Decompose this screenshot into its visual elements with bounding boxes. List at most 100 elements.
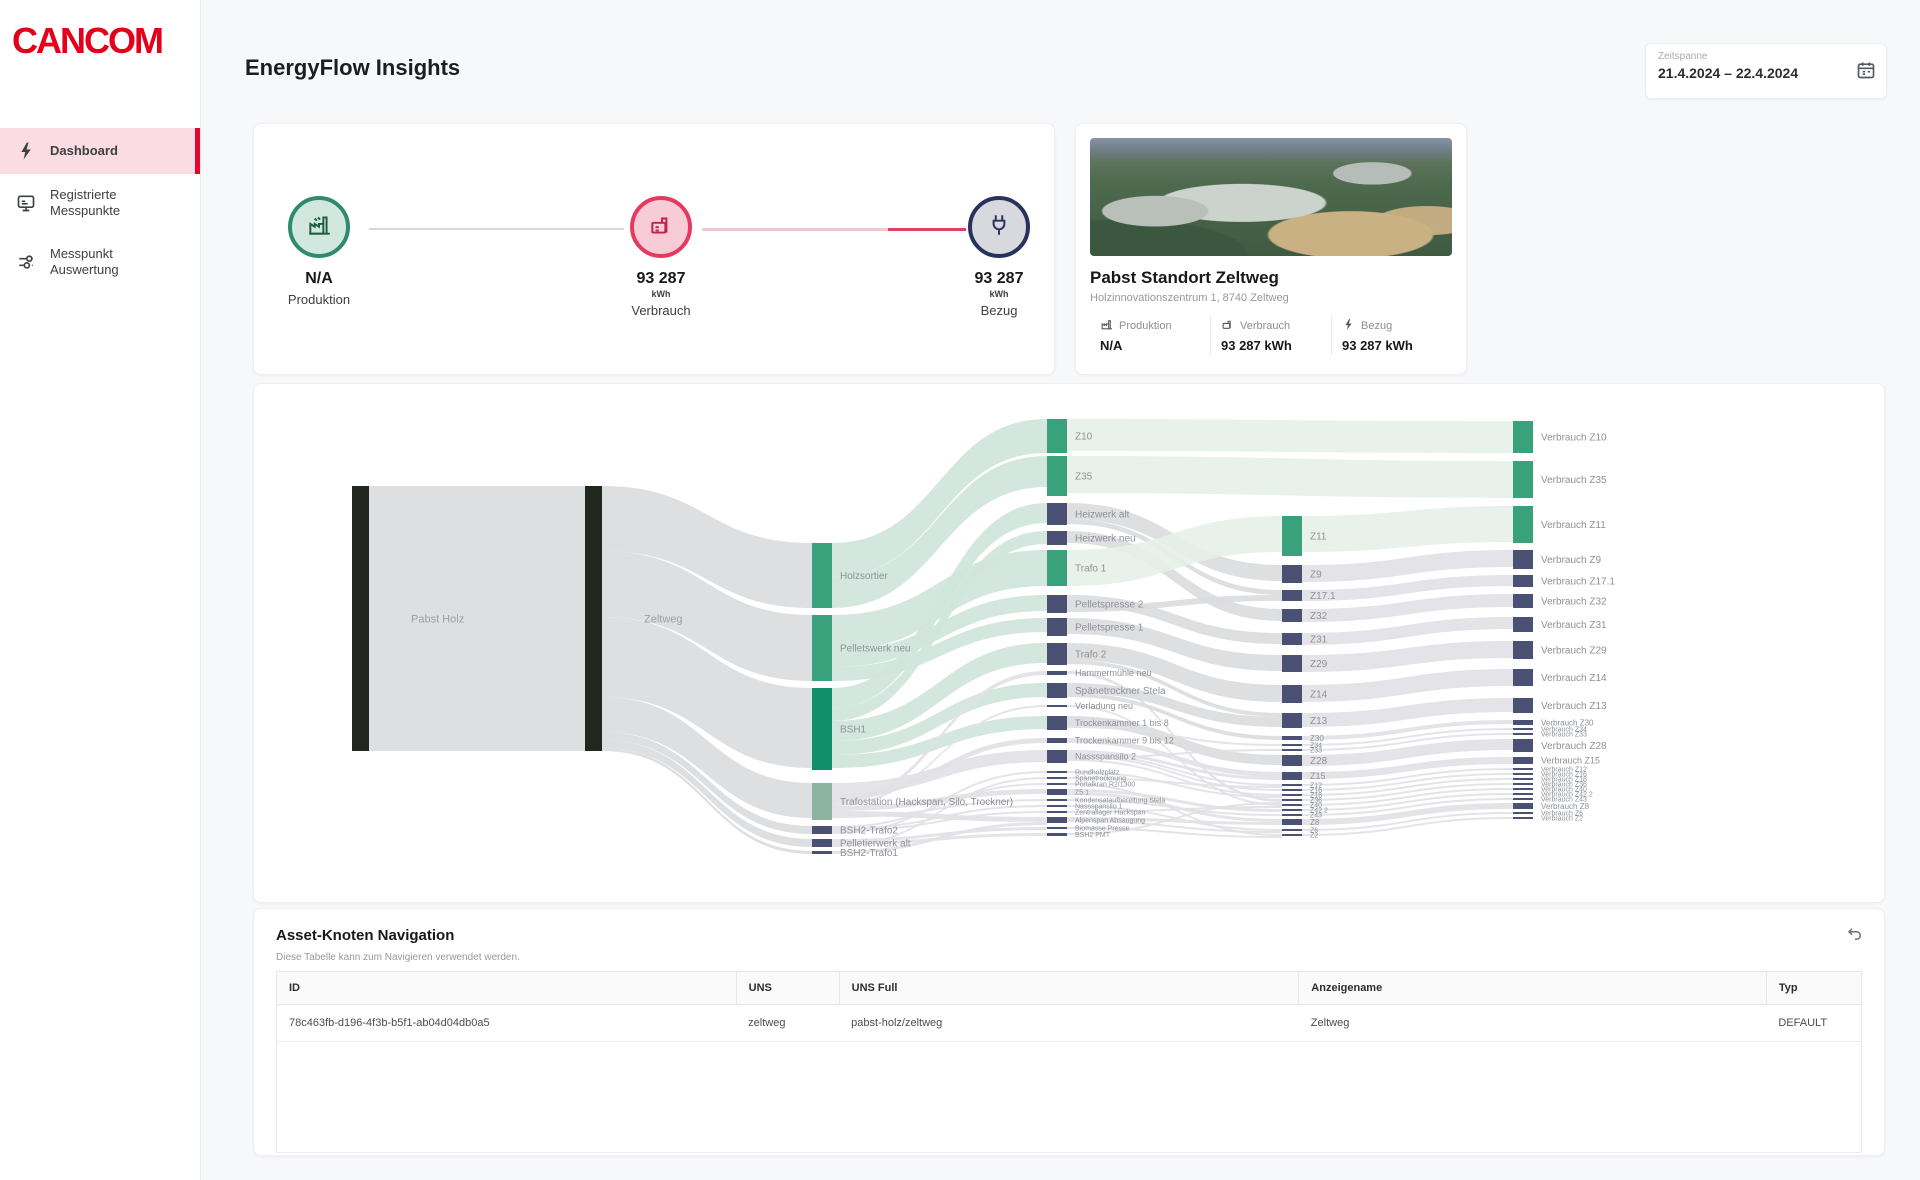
sankey-link-NSS2-z15[interactable] <box>1067 750 1282 780</box>
sankey-node-PH[interactable] <box>352 486 369 751</box>
sankey-link-T2-z14[interactable] <box>1067 643 1282 702</box>
sankey-node-PP1[interactable] <box>1047 618 1067 636</box>
sankey-link-BT2-RHP[interactable] <box>832 771 1047 834</box>
sankey-link-z18-v18[interactable] <box>1302 778 1513 796</box>
sankey-link-Z51-z422[interactable] <box>1067 789 1282 812</box>
sankey-link-BSH1-T2[interactable] <box>832 643 1047 741</box>
sankey-node-v8[interactable] <box>1513 803 1533 809</box>
sankey-node-v12[interactable] <box>1513 768 1533 770</box>
sankey-link-z36-v36[interactable] <box>1302 783 1513 801</box>
sankey-node-KAS[interactable] <box>1047 799 1067 801</box>
sankey-link-SPS-z13[interactable] <box>1067 683 1282 727</box>
sankey-node-PWA[interactable] <box>812 839 832 847</box>
sankey-link-z40-v40[interactable] <box>1302 788 1513 806</box>
sankey-link-RHP-z18[interactable] <box>1067 771 1282 798</box>
sankey-link-PWN-PP1[interactable] <box>832 618 1047 681</box>
sankey-node-BT1[interactable] <box>812 851 832 854</box>
sankey-node-z29[interactable] <box>1282 655 1302 672</box>
sankey-node-SPT[interactable] <box>1047 777 1067 779</box>
sankey-link-ZW-PWN[interactable] <box>602 551 812 681</box>
sankey-link-BSH1-SPS[interactable] <box>832 683 1047 755</box>
col-typ[interactable]: Typ <box>1765 971 1862 1005</box>
site-card[interactable]: Pabst Standort Zeltweg Holzinnovationsze… <box>1075 123 1467 375</box>
sankey-link-BPMT-z36[interactable] <box>1067 802 1282 835</box>
sankey-link-TK912-z15[interactable] <box>1067 738 1282 777</box>
sankey-link-SPT-z12[interactable] <box>1067 777 1282 788</box>
sankey-node-v422[interactable] <box>1513 793 1533 795</box>
sankey-node-TK912[interactable] <box>1047 738 1067 743</box>
sankey-node-z18[interactable] <box>1282 794 1302 796</box>
sankey-node-NSS2[interactable] <box>1047 750 1067 763</box>
sankey-link-z32-v32[interactable] <box>1302 594 1513 622</box>
undo-icon[interactable] <box>1846 925 1864 943</box>
sankey-link-Z35-v35[interactable] <box>1067 456 1513 498</box>
sankey-node-v43[interactable] <box>1513 798 1533 800</box>
sankey-node-z36[interactable] <box>1282 799 1302 801</box>
sankey-node-PP2[interactable] <box>1047 595 1067 613</box>
sankey-link-ZW-PWA[interactable] <box>602 740 812 847</box>
kpi-produktion-circle[interactable] <box>288 196 350 258</box>
sankey-node-ZLH[interactable] <box>1047 811 1067 813</box>
col-uns[interactable]: UNS <box>735 971 840 1005</box>
sankey-link-NSS2-z33[interactable] <box>1067 749 1282 759</box>
sankey-link-BSH1-TK18[interactable] <box>832 716 1047 768</box>
sankey-node-v32[interactable] <box>1513 594 1533 608</box>
sankey-node-z8[interactable] <box>1282 819 1302 825</box>
sankey-link-T1-z11[interactable] <box>1067 516 1282 586</box>
sankey-link-HS-Z10[interactable] <box>832 419 1047 577</box>
sankey-link-z13-v13[interactable] <box>1302 698 1513 727</box>
col-uns-full[interactable]: UNS Full <box>838 971 1299 1005</box>
sankey-node-RHP[interactable] <box>1047 771 1067 773</box>
sankey-link-z16-v16[interactable] <box>1302 773 1513 791</box>
sankey-link-z9-v9[interactable] <box>1302 550 1513 582</box>
sankey-node-v18[interactable] <box>1513 778 1533 780</box>
sankey-link-z12-v12[interactable] <box>1302 768 1513 786</box>
sankey-node-z2[interactable] <box>1282 834 1302 836</box>
sankey-link-z14-v14[interactable] <box>1302 669 1513 702</box>
sankey-node-VLN[interactable] <box>1047 705 1067 707</box>
cell-typ[interactable]: DEFAULT <box>1766 1004 1862 1042</box>
sankey-node-v15[interactable] <box>1513 757 1533 764</box>
sankey-node-z12[interactable] <box>1282 784 1302 786</box>
sankey-link-AAB-z6[interactable] <box>1067 820 1282 833</box>
sankey-link-z28-v28[interactable] <box>1302 739 1513 766</box>
sankey-link-TK18-z34[interactable] <box>1067 726 1282 746</box>
sankey-link-ZW-TS[interactable] <box>602 697 812 818</box>
sankey-node-z30[interactable] <box>1282 736 1302 740</box>
sankey-node-v28[interactable] <box>1513 739 1533 752</box>
sankey-link-ZLH-z40[interactable] <box>1067 806 1282 813</box>
sankey-node-z28[interactable] <box>1282 755 1302 766</box>
sankey-link-BT2-ZLH[interactable] <box>832 811 1047 832</box>
sankey-node-v33[interactable] <box>1513 733 1533 735</box>
sankey-node-z422[interactable] <box>1282 809 1302 811</box>
sankey-node-SPS[interactable] <box>1047 683 1067 698</box>
sankey-link-z43-v43[interactable] <box>1302 798 1513 816</box>
sankey-node-NSS1[interactable] <box>1047 805 1067 807</box>
sankey-node-v36[interactable] <box>1513 783 1533 785</box>
sankey-link-TS-KAS[interactable] <box>832 799 1047 818</box>
sankey-node-Z51[interactable] <box>1047 789 1067 795</box>
sankey-node-z33[interactable] <box>1282 749 1302 751</box>
sankey-link-z6-v6[interactable] <box>1302 812 1513 831</box>
sankey-node-z11[interactable] <box>1282 516 1302 556</box>
sankey-node-BMP[interactable] <box>1047 827 1067 829</box>
sankey-node-PKR[interactable] <box>1047 783 1067 785</box>
sankey-link-TS-NSS2[interactable] <box>832 750 1047 795</box>
cell-uns[interactable]: zeltweg <box>736 1004 840 1042</box>
sankey-node-z31[interactable] <box>1282 633 1302 645</box>
sankey-link-AAB-z8[interactable] <box>1067 817 1282 825</box>
sankey-link-z8-v8[interactable] <box>1302 803 1513 825</box>
sankey-node-BSH1[interactable] <box>812 688 832 770</box>
sankey-link-BT1-AAB[interactable] <box>832 822 1047 854</box>
sankey-link-z2-v2[interactable] <box>1302 817 1513 836</box>
sankey-node-z40[interactable] <box>1282 804 1302 806</box>
sankey-node-TK18[interactable] <box>1047 716 1067 730</box>
kpi-bezug-circle[interactable] <box>968 196 1030 258</box>
table-row[interactable]: 78c463fb-d196-4f3b-b5f1-ab04d04db0a5 zel… <box>276 1004 1862 1042</box>
sankey-link-z11-v11[interactable] <box>1302 506 1513 552</box>
sankey-link-z29-v29[interactable] <box>1302 641 1513 672</box>
sankey-node-TS[interactable] <box>812 783 832 820</box>
sankey-link-NSS2-z18[interactable] <box>1067 759 1282 796</box>
sankey-node-v34[interactable] <box>1513 728 1533 730</box>
sankey-link-ZW-BT2[interactable] <box>602 732 812 834</box>
